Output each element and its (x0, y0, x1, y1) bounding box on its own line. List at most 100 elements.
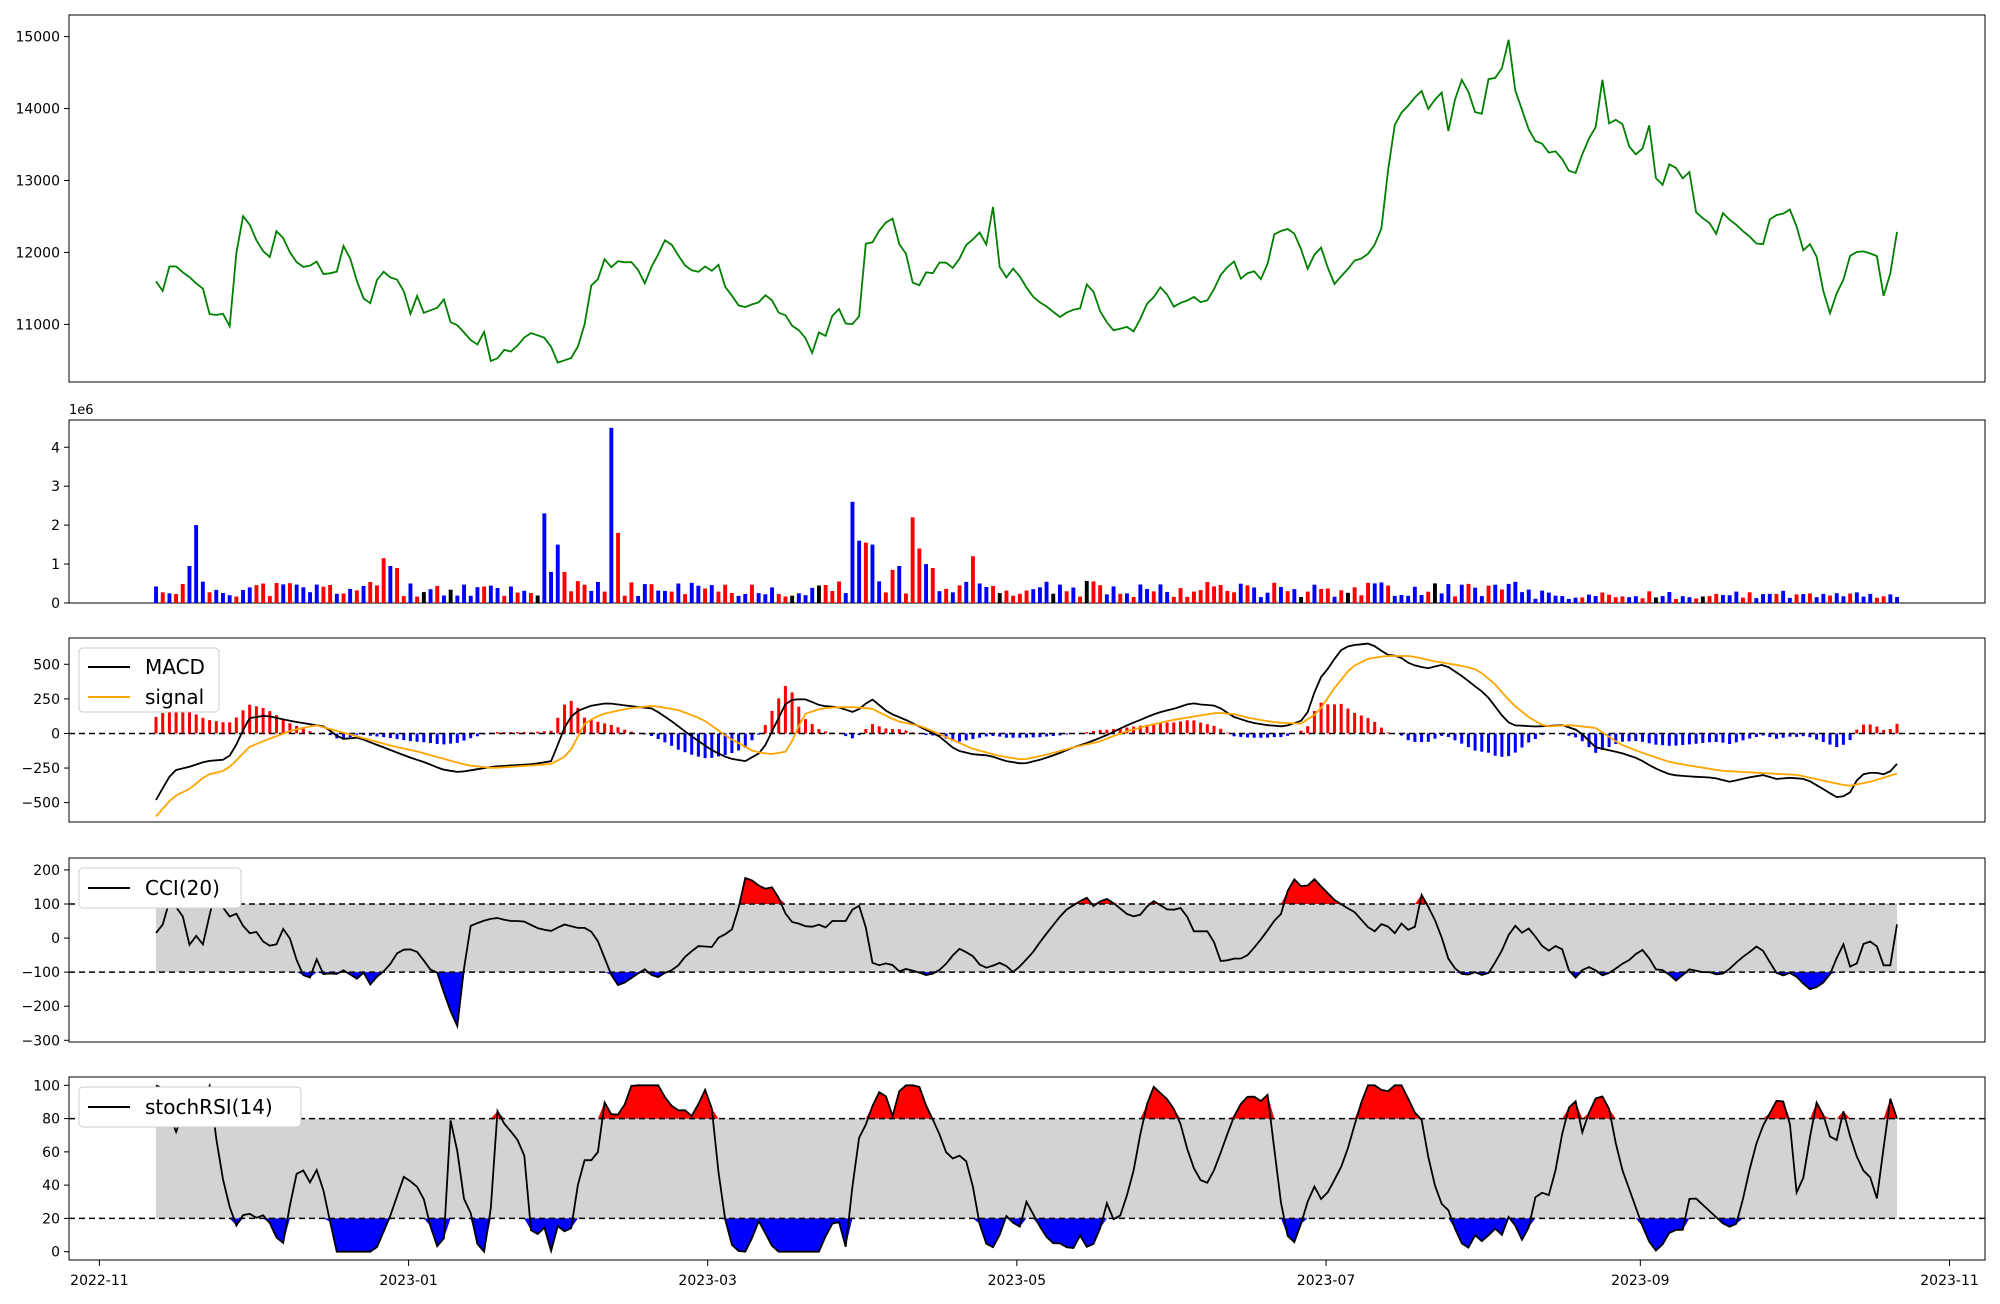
volume-bar (736, 595, 741, 603)
macd-histogram-bar (1614, 733, 1618, 744)
volume-bar (1305, 591, 1310, 603)
macd-histogram-bar (1574, 733, 1578, 738)
volume-bar (1138, 584, 1143, 603)
volume-bar (1714, 593, 1719, 603)
volume-bar (200, 581, 205, 603)
signal-line (155, 655, 1898, 818)
macd-histogram-bar (368, 733, 372, 736)
volume-bar (609, 427, 614, 603)
macd-histogram-bar (1306, 726, 1310, 734)
macd-histogram-bar (1647, 733, 1651, 744)
volume-bar (281, 584, 286, 603)
volume-bar (1573, 597, 1578, 603)
volume-bar (1473, 587, 1478, 603)
price-y-tick-label: 13000 (15, 174, 60, 190)
macd-histogram-bar (797, 706, 801, 734)
volume-bar (1540, 590, 1545, 603)
macd-histogram-bar (1567, 733, 1571, 736)
volume-bar (1741, 597, 1745, 603)
macd-histogram-bar (469, 733, 473, 739)
macd-histogram-bar (1205, 724, 1209, 734)
macd-histogram-bar (804, 719, 807, 734)
volume-bar (1192, 591, 1196, 603)
volume-bar (1011, 595, 1016, 603)
volume-bar (1895, 597, 1899, 603)
legend-label: signal (145, 685, 204, 709)
volume-bar (1700, 596, 1705, 603)
macd-histogram-bar (1507, 733, 1511, 757)
macd-histogram-bar (1848, 733, 1852, 741)
macd-histogram-bar (1420, 733, 1424, 743)
date-x-axis: 2022-11 2023-01 2023-03 2023-05 2023-07 2023-… (70, 1260, 1979, 1289)
cci-line (155, 876, 1898, 1030)
macd-histogram-bar (1232, 733, 1236, 737)
volume-bar (549, 571, 553, 603)
volume-bar (1868, 593, 1873, 603)
macd-histogram-bar (442, 733, 446, 745)
volume-bar (1553, 595, 1558, 603)
x-tick-label: 2023-09 (1611, 1273, 1670, 1289)
volume-bar (1372, 583, 1377, 603)
macd-histogram-bar (214, 721, 218, 734)
legend-label: CCI(20) (145, 876, 220, 900)
macd-histogram-bar (154, 716, 158, 734)
volume-bar (1433, 583, 1437, 603)
macd-histogram-bar (1828, 733, 1832, 745)
volume-bar (1520, 592, 1524, 603)
x-tick-label: 2023-05 (988, 1273, 1047, 1289)
stochrsi-y-tick-label: 100 (33, 1078, 60, 1094)
macd-histogram-bar (1018, 733, 1022, 738)
volume-bar (1198, 590, 1203, 603)
volume-bar (515, 592, 520, 603)
volume-bar (1466, 583, 1471, 603)
volume-bar (167, 593, 172, 603)
macd-histogram-bar (1065, 733, 1069, 735)
macd-histogram-bar (1533, 733, 1537, 739)
volume-bar (1258, 597, 1263, 603)
volume-bar (1125, 593, 1129, 603)
volume-bar (850, 501, 855, 603)
cci-band (156, 904, 1897, 973)
volume-bar (1419, 595, 1424, 603)
volume-bar (1091, 581, 1096, 603)
macd-histogram-bar (1400, 733, 1403, 736)
volume-bar (1761, 594, 1765, 603)
macd-histogram-bar (422, 733, 426, 743)
macd-histogram-bar (1440, 733, 1444, 736)
macd-histogram-bar (1433, 733, 1437, 739)
macd-histogram-bar (1761, 733, 1765, 736)
volume-bar (388, 566, 393, 603)
macd-histogram-bar (1373, 721, 1377, 734)
macd-histogram-bar (475, 733, 479, 737)
macd-histogram-bar (864, 729, 868, 734)
macd-histogram-bar (201, 717, 205, 734)
volume-bar (1111, 586, 1116, 603)
volume-bar (883, 592, 888, 603)
volume-bar (482, 586, 487, 603)
volume-bar (1727, 595, 1732, 603)
macd-histogram-bar (1192, 720, 1196, 734)
macd-histogram-bar (415, 733, 419, 742)
volume-bar (917, 548, 922, 603)
volume-bar (756, 593, 761, 603)
volume-bar (602, 591, 607, 603)
volume-bar (1252, 587, 1257, 603)
macd-histogram-bar (1105, 729, 1109, 734)
macd-histogram-bar (181, 709, 185, 734)
macd-histogram-bar (395, 733, 399, 739)
volume-bar (1058, 584, 1062, 603)
macd-histogram-bar (1815, 733, 1819, 740)
macd-histogram-bar (629, 731, 633, 734)
macd-histogram-bar (1473, 733, 1477, 751)
volume-bar (502, 595, 507, 603)
macd-histogram-bar (1775, 733, 1778, 739)
volume-bar (1272, 582, 1277, 603)
volume-bar (1185, 596, 1190, 603)
volume-bar (676, 583, 681, 603)
volume-bar (1238, 583, 1243, 603)
macd-histogram-bar (596, 721, 600, 734)
macd-histogram-bar (850, 733, 854, 739)
volume-bar (776, 594, 781, 603)
macd-histogram-bar (188, 711, 191, 734)
macd-histogram-bar (1821, 733, 1825, 742)
